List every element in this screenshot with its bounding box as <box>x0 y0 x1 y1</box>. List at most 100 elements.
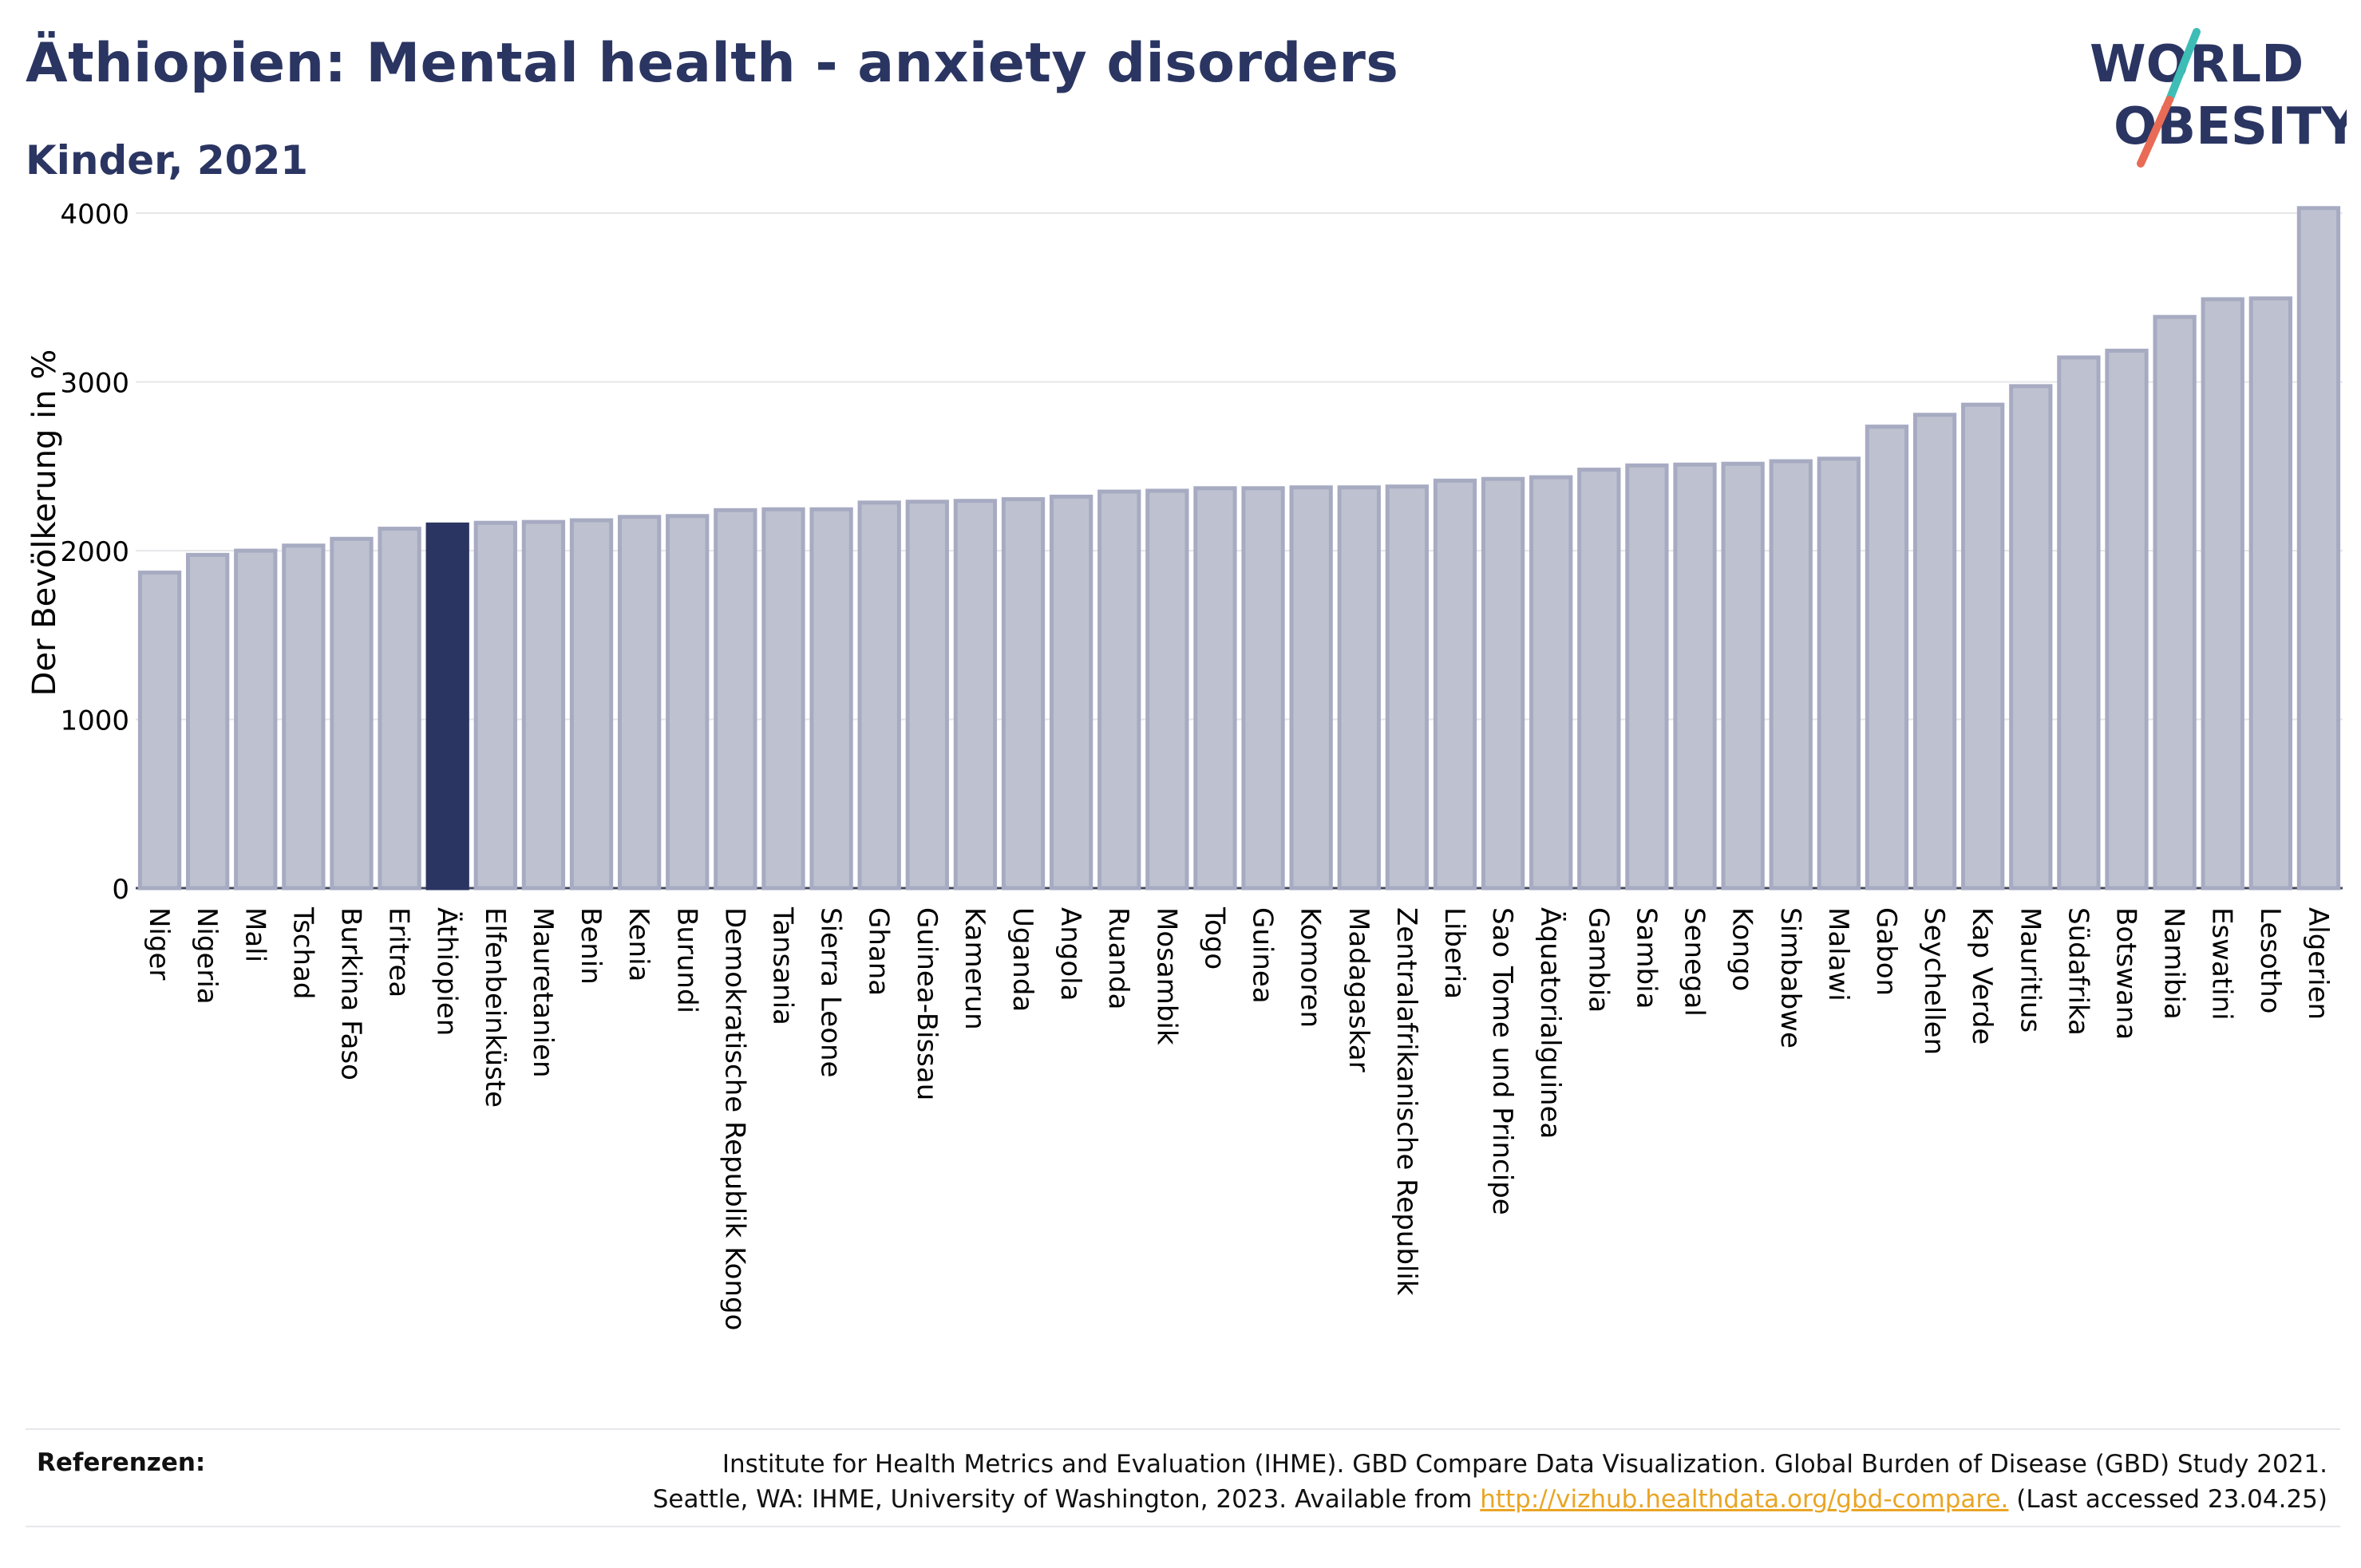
x-tick-label: Äquatorialguinea <box>1534 907 1566 1139</box>
logo-line-1: WORLD <box>2090 35 2304 94</box>
x-tick-label: Burundi <box>670 907 702 1013</box>
x-tick-label: Eritrea <box>383 907 415 997</box>
bar-sao-tome-und-principe <box>1481 476 1525 891</box>
x-tick-label: Elfenbeinküste <box>479 907 511 1108</box>
x-tick-label: Benin <box>575 907 607 985</box>
x-tick-label: Madagaskar <box>1343 907 1374 1072</box>
y-tick-label: 4000 <box>60 199 129 231</box>
bar-sierra-leone <box>809 507 853 891</box>
x-tick-label: Togo <box>1198 906 1230 970</box>
x-tick-label: Tansania <box>766 906 798 1025</box>
bar-togo <box>1193 486 1237 891</box>
x-tick-label: Niger <box>143 907 175 980</box>
bar-mali <box>234 548 278 891</box>
x-tick-label: Seychellen <box>1918 907 1950 1055</box>
x-tick-label: Komoren <box>1295 907 1327 1028</box>
y-tick-label: 3000 <box>60 368 129 400</box>
x-tick-label: Angola <box>1054 907 1086 1001</box>
x-tick-label: Mosambik <box>1150 907 1182 1045</box>
bar-tansania <box>761 507 805 891</box>
y-tick-label: 0 <box>112 874 129 906</box>
references-divider-top <box>26 1428 2340 1430</box>
x-tick-label: Eswatini <box>2206 907 2238 1021</box>
x-tick-label: Zentralafrikanische Republik <box>1390 907 1422 1296</box>
bar-südafrika <box>2057 355 2101 891</box>
references-line-2-prefix: Seattle, WA: IHME, University of Washing… <box>652 1485 1481 1514</box>
bar-algerien <box>2296 206 2341 891</box>
bar-zentralafrikanische-republik <box>1385 484 1430 891</box>
bar-äquatorialguinea <box>1529 475 1573 891</box>
references-divider-bottom <box>26 1526 2340 1527</box>
bar-eritrea <box>378 527 421 891</box>
bar-senegal <box>1673 462 1717 891</box>
x-tick-label: Lesotho <box>2254 907 2286 1013</box>
y-tick-labels: 0 1000 2000 3000 4000 <box>60 199 129 906</box>
bar-layer <box>137 206 2341 891</box>
x-tick-label: Sambia <box>1630 907 1662 1009</box>
bar-gabon <box>1865 425 1909 891</box>
bar-mauritius <box>2009 384 2053 891</box>
bar-chart: 0 1000 2000 3000 4000 Niger Nigeria Mali Tschad… <box>60 199 2343 1330</box>
bar-burundi <box>666 514 710 891</box>
bar-madagaskar <box>1337 485 1381 891</box>
x-tick-label: Kamerun <box>959 907 991 1030</box>
x-tick-label: Tschad <box>287 906 318 1000</box>
y-tick-label: 1000 <box>60 705 129 737</box>
x-tick-label: Malawi <box>1822 907 1854 1001</box>
x-tick-label: Botswana <box>2110 907 2142 1040</box>
bar-seychellen <box>1912 413 1957 891</box>
references-line-2-suffix: (Last accessed 23.04.25) <box>2008 1485 2327 1514</box>
bar-sambia <box>1625 463 1669 891</box>
x-tick-label: Senegal <box>1679 907 1710 1017</box>
bar-nigeria <box>186 552 230 891</box>
bar-simbabwe <box>1769 459 1813 891</box>
bar-angola <box>1049 494 1093 891</box>
x-tick-label: Algerien <box>2302 907 2334 1020</box>
bar-uganda <box>1001 497 1046 891</box>
references-line-1: Institute for Health Metrics and Evaluat… <box>722 1450 2327 1479</box>
x-tick-label: Uganda <box>1006 907 1038 1012</box>
bar-kap-verde <box>1961 402 2005 891</box>
bar-malawi <box>1817 456 1861 891</box>
x-tick-label: Burkina Faso <box>334 907 366 1080</box>
x-tick-label: Südafrika <box>2062 907 2094 1036</box>
bar-mauretanien <box>521 519 566 891</box>
bar-mosambik <box>1145 488 1189 891</box>
bar-lesotho <box>2248 296 2292 891</box>
x-tick-label: Sao Tome und Principe <box>1486 907 1518 1215</box>
bar-äthiopien <box>425 522 469 891</box>
x-tick-label: Mali <box>239 907 271 962</box>
references-text: Institute for Health Metrics and Evaluat… <box>412 1447 2327 1517</box>
bar-ruanda <box>1097 489 1141 891</box>
logo-slash-red <box>2137 96 2173 168</box>
x-tick-label: Sierra Leone <box>815 907 847 1077</box>
bar-benin <box>569 518 614 891</box>
references-line-2: Seattle, WA: IHME, University of Washing… <box>412 1482 2327 1517</box>
bar-demokratische-republik-kongo <box>714 508 757 891</box>
bar-namibia <box>2153 314 2197 891</box>
bar-botswana <box>2105 348 2149 891</box>
x-tick-label: Guinea-Bissau <box>911 907 943 1100</box>
x-tick-label: Gambia <box>1582 907 1614 1013</box>
bar-kamerun <box>953 499 998 891</box>
y-axis-title: Der Bevölkerung in % <box>26 349 63 697</box>
x-tick-label: Mauretanien <box>527 907 559 1078</box>
bar-gambia <box>1577 468 1621 891</box>
chart-title: Äthiopien: Mental health - anxiety disor… <box>26 32 1399 95</box>
bar-guinea <box>1241 486 1285 891</box>
bar-guinea-bissau <box>905 500 949 891</box>
x-tick-label: Kenia <box>623 907 655 981</box>
x-tick-label: Demokratische Republik Kongo <box>718 907 750 1330</box>
bar-kongo <box>1721 461 1765 891</box>
logo-slash-teal <box>2165 28 2201 104</box>
references-link[interactable]: http://vizhub.healthdata.org/gbd-compare… <box>1480 1485 2009 1514</box>
world-obesity-logo: WORLD OBESITY <box>2090 28 2347 168</box>
x-tick-label: Nigeria <box>191 907 223 1005</box>
x-tick-label: Namibia <box>2158 907 2190 1020</box>
bar-komoren <box>1289 485 1333 891</box>
bar-burkina-faso <box>330 536 374 891</box>
chart-subtitle: Kinder, 2021 <box>26 137 309 184</box>
references-label: Referenzen: <box>37 1448 206 1477</box>
x-tick-label: Guinea <box>1247 907 1279 1004</box>
bar-liberia <box>1433 478 1477 891</box>
